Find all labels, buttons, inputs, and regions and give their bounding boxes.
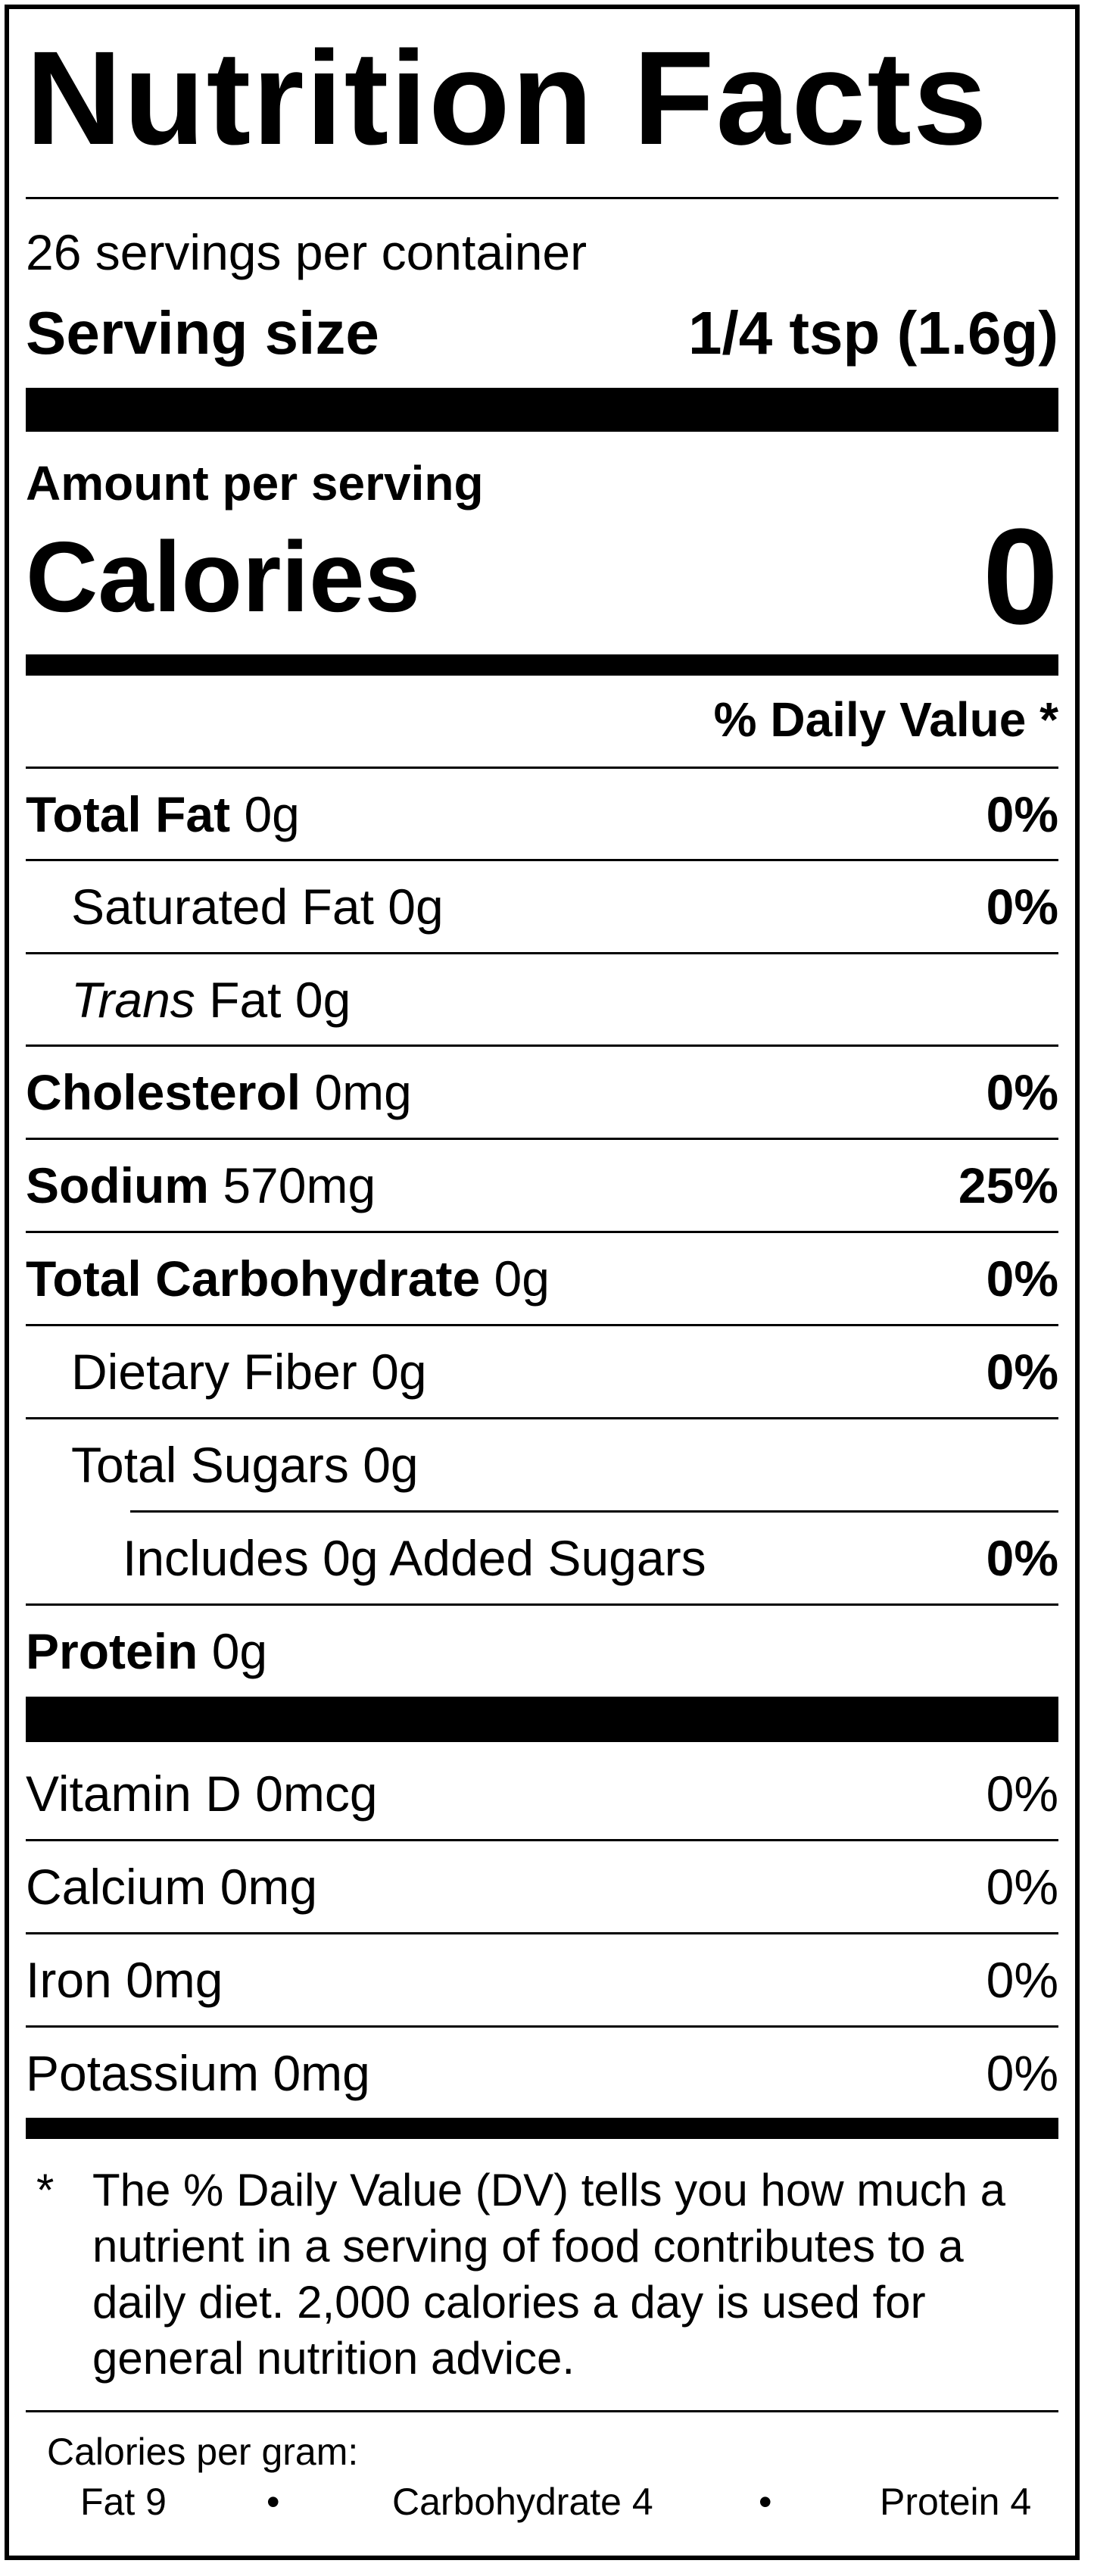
servings-per-container: 26 servings per container xyxy=(26,227,1058,277)
vitamin-row-vitamin-d: Vitamin D 0mcg 0% xyxy=(26,1769,1058,1819)
vitamin-name: Potassium 0mg xyxy=(26,2045,370,2101)
calories-row: Calories 0 xyxy=(26,509,1058,645)
cpg-fat: Fat 9 xyxy=(80,2481,167,2523)
servings-text: 26 servings per container xyxy=(26,224,588,280)
nutrition-facts-label: Nutrition Facts 26 servings per containe… xyxy=(5,5,1080,2560)
rule-dv xyxy=(26,767,1058,769)
thick-rule-4 xyxy=(26,2118,1058,2139)
nutrient-row-saturated-fat: Saturated Fat 0g 0% xyxy=(26,882,1058,932)
nutrient-name: Trans xyxy=(71,972,195,1028)
nutrient-name: Protein xyxy=(26,1623,198,1679)
vitamin-dv: 0% xyxy=(986,1859,1058,1915)
nutrient-name: Total Sugars xyxy=(71,1437,349,1493)
vitamin-name: Vitamin D 0mcg xyxy=(26,1766,378,1822)
rule-9 xyxy=(26,1603,1058,1606)
nutrient-amount: 0g xyxy=(211,1623,268,1679)
rule-2 xyxy=(26,952,1058,954)
nutrient-amount: 0mg xyxy=(314,1064,412,1120)
nutrient-row-total-fat: Total Fat 0g 0% xyxy=(26,789,1058,839)
nutrient-dv: 0% xyxy=(986,1530,1058,1586)
footnote-text: The % Daily Value (DV) tells you how muc… xyxy=(92,2165,1006,2384)
rule-1 xyxy=(26,859,1058,861)
nutrient-dv: 0% xyxy=(986,879,1058,935)
nutrient-amount: 0g xyxy=(494,1251,550,1307)
serving-size-row: Serving size 1/4 tsp (1.6g) xyxy=(26,303,1058,364)
footnote: * The % Daily Value (DV) tells you how m… xyxy=(26,2162,1058,2390)
nutrient-row-sodium: Sodium 570mg 25% xyxy=(26,1160,1058,1210)
thick-rule-1 xyxy=(26,388,1058,432)
calories-per-gram-row: Fat 9 • Carbohydrate 4 • Protein 4 xyxy=(26,2483,1058,2528)
rule-foot xyxy=(26,2410,1058,2412)
vitamin-row-potassium: Potassium 0mg 0% xyxy=(26,2048,1058,2098)
rule-v1 xyxy=(26,1839,1058,1841)
rule-5 xyxy=(26,1231,1058,1233)
footnote-star: * xyxy=(36,2165,55,2215)
title-rule xyxy=(26,197,1058,199)
rule-3 xyxy=(26,1044,1058,1047)
vitamin-name: Iron 0mg xyxy=(26,1952,223,2008)
cpg-bullet-2: • xyxy=(759,2481,772,2523)
nutrient-row-protein: Protein 0g xyxy=(26,1626,1058,1676)
rule-4 xyxy=(26,1138,1058,1140)
nutrient-name-rest: Fat xyxy=(209,972,282,1028)
nutrient-name: Includes 0g Added Sugars xyxy=(123,1530,706,1586)
thick-rule-2 xyxy=(26,654,1058,676)
nutrient-row-total-carbohydrate: Total Carbohydrate 0g 0% xyxy=(26,1254,1058,1304)
calories-value: 0 xyxy=(982,501,1058,653)
rule-v2 xyxy=(26,1932,1058,1934)
nutrient-dv: 0% xyxy=(986,1064,1058,1120)
vitamin-dv: 0% xyxy=(986,2045,1058,2101)
cpg-bullet-1: • xyxy=(266,2481,280,2523)
cpg-protein: Protein 4 xyxy=(880,2481,1032,2523)
nutrient-amount: 0g xyxy=(244,786,300,842)
cpg-carbohydrate: Carbohydrate 4 xyxy=(392,2481,653,2523)
vitamin-row-iron: Iron 0mg 0% xyxy=(26,1955,1058,2005)
calories-label: Calories xyxy=(26,521,420,632)
rule-7 xyxy=(26,1417,1058,1419)
nutrient-amount: 570mg xyxy=(223,1157,376,1213)
nutrient-name: Dietary Fiber xyxy=(71,1344,357,1400)
rule-v3 xyxy=(26,2025,1058,2028)
rule-6 xyxy=(26,1324,1058,1326)
amount-per-serving: Amount per serving xyxy=(26,459,1058,507)
calories-per-gram-heading: Calories per gram: xyxy=(47,2431,359,2473)
nutrient-row-trans-fat: Trans Fat 0g xyxy=(26,975,1058,1025)
amount-per-serving-text: Amount per serving xyxy=(26,456,484,511)
nutrient-amount: 0g xyxy=(371,1344,427,1400)
nutrient-name: Saturated Fat xyxy=(71,879,374,935)
nutrient-amount: 0g xyxy=(388,879,444,935)
nutrient-row-added-sugars: Includes 0g Added Sugars 0% xyxy=(26,1533,1058,1583)
vitamin-name: Calcium 0mg xyxy=(26,1859,318,1915)
nutrient-amount: 0g xyxy=(363,1437,419,1493)
nutrient-name: Sodium xyxy=(26,1157,209,1213)
nutrient-dv: 25% xyxy=(958,1157,1058,1213)
nutrient-dv: 0% xyxy=(986,1251,1058,1307)
nutrient-dv: 0% xyxy=(986,1344,1058,1400)
thick-rule-3 xyxy=(26,1697,1058,1742)
label-title: Nutrition Facts xyxy=(26,24,989,173)
vitamin-dv: 0% xyxy=(986,1952,1058,2008)
nutrient-row-total-sugars: Total Sugars 0g xyxy=(26,1440,1058,1490)
nutrient-name: Cholesterol xyxy=(26,1064,301,1120)
rule-8 xyxy=(130,1510,1058,1513)
serving-size-value: 1/4 tsp (1.6g) xyxy=(687,299,1058,367)
daily-value-header: % Daily Value * xyxy=(713,692,1058,747)
vitamin-row-calcium: Calcium 0mg 0% xyxy=(26,1862,1058,1912)
nutrient-amount: 0g xyxy=(295,972,351,1028)
serving-size-label: Serving size xyxy=(26,299,379,367)
nutrient-name: Total Carbohydrate xyxy=(26,1251,481,1307)
nutrient-row-dietary-fiber: Dietary Fiber 0g 0% xyxy=(26,1347,1058,1397)
nutrient-name: Total Fat xyxy=(26,786,231,842)
nutrient-dv: 0% xyxy=(986,786,1058,842)
vitamin-dv: 0% xyxy=(986,1766,1058,1822)
daily-value-header-row: % Daily Value * xyxy=(26,695,1058,744)
nutrient-row-cholesterol: Cholesterol 0mg 0% xyxy=(26,1067,1058,1117)
